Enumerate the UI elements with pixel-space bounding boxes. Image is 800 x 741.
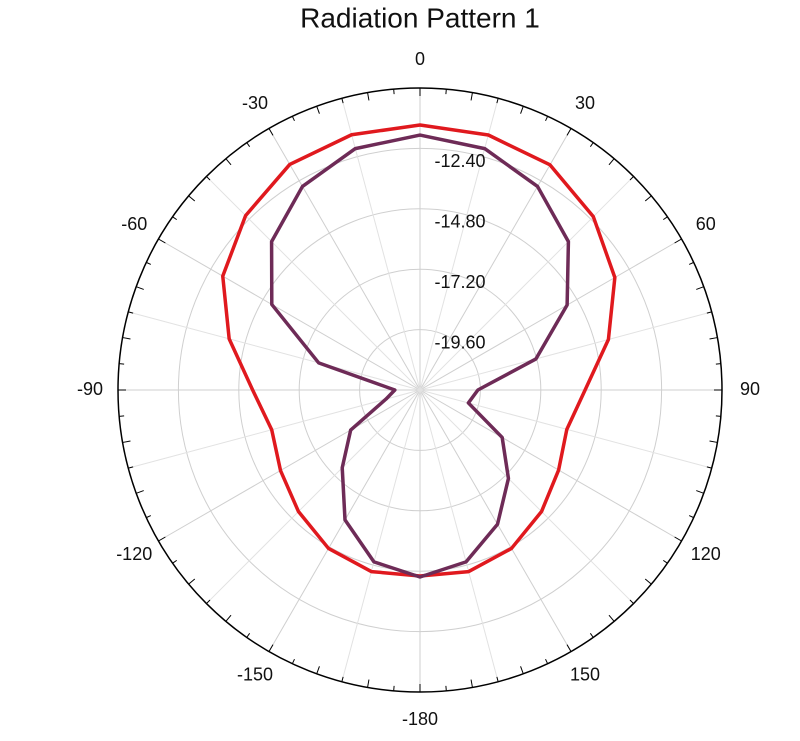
border-tick xyxy=(173,217,177,220)
border-tick xyxy=(689,516,694,518)
border-tick xyxy=(663,560,667,563)
border-tick xyxy=(567,128,571,135)
border-tick xyxy=(521,106,524,114)
pattern-line xyxy=(223,125,615,576)
border-tick xyxy=(689,262,694,264)
border-tick xyxy=(663,217,667,220)
border-tick xyxy=(645,196,651,201)
border-tick xyxy=(173,560,177,563)
border-tick xyxy=(317,106,320,114)
border-tick xyxy=(645,579,651,584)
border-tick xyxy=(123,441,131,442)
theta-tick-label: 0 xyxy=(415,49,425,69)
theta-tick-label: -30 xyxy=(242,93,268,113)
border-tick xyxy=(206,600,210,604)
r-tick-label: -12.40 xyxy=(434,151,485,171)
border-tick xyxy=(546,659,548,664)
border-tick xyxy=(189,579,195,584)
border-tick xyxy=(247,633,250,637)
minor-spoke xyxy=(128,312,420,390)
grid-spoke xyxy=(158,239,420,390)
minor-spoke xyxy=(342,390,420,682)
border-tick xyxy=(521,666,524,674)
theta-tick-label: 30 xyxy=(575,93,595,113)
border-tick xyxy=(707,312,712,313)
border-tick xyxy=(247,143,250,147)
border-tick xyxy=(609,159,614,165)
border-tick xyxy=(710,441,718,442)
border-tick xyxy=(158,239,165,243)
border-tick xyxy=(497,98,498,103)
grid-spoke xyxy=(420,390,682,541)
r-tick-label: -14.80 xyxy=(434,212,485,232)
border-tick xyxy=(590,633,593,637)
border-tick xyxy=(707,467,712,468)
border-tick xyxy=(609,615,614,621)
border-tick xyxy=(675,537,682,541)
border-tick xyxy=(696,491,704,494)
border-tick xyxy=(546,116,548,121)
border-tick xyxy=(710,338,718,339)
border-tick xyxy=(471,680,472,688)
border-tick xyxy=(675,239,682,243)
border-tick xyxy=(292,659,294,664)
border-tick xyxy=(206,176,210,180)
border-tick xyxy=(269,645,273,652)
border-tick xyxy=(590,143,593,147)
grid-spoke xyxy=(158,390,420,541)
border-tick xyxy=(146,516,151,518)
theta-tick-label: 120 xyxy=(691,544,721,564)
theta-tick-label: -60 xyxy=(121,214,147,234)
border-tick xyxy=(342,98,343,103)
minor-spoke xyxy=(128,390,420,468)
border-tick xyxy=(146,262,151,264)
border-tick xyxy=(630,176,634,180)
border-tick xyxy=(136,491,144,494)
border-tick xyxy=(567,645,571,652)
border-tick xyxy=(189,196,195,201)
border-tick xyxy=(269,128,273,135)
border-tick xyxy=(630,600,634,604)
r-tick-label: -19.60 xyxy=(434,332,485,352)
theta-tick-label: -120 xyxy=(116,544,152,564)
theta-tick-label: 150 xyxy=(570,665,600,685)
border-tick xyxy=(128,467,133,468)
grid-spoke xyxy=(420,239,682,390)
border-tick xyxy=(292,116,294,121)
border-tick xyxy=(368,680,369,688)
border-tick xyxy=(317,666,320,674)
border-tick xyxy=(471,93,472,101)
border-tick xyxy=(696,287,704,290)
border-tick xyxy=(158,537,165,541)
border-tick xyxy=(123,338,131,339)
theta-tick-label: 60 xyxy=(696,214,716,234)
theta-tick-label: -90 xyxy=(77,379,103,399)
border-tick xyxy=(136,287,144,290)
theta-tick-label: -150 xyxy=(237,665,273,685)
border-tick xyxy=(342,677,343,682)
theta-tick-label: 90 xyxy=(740,379,760,399)
border-tick xyxy=(368,93,369,101)
border-tick xyxy=(497,677,498,682)
border-tick xyxy=(128,312,133,313)
border-tick xyxy=(226,615,231,621)
grid-spoke xyxy=(269,128,420,390)
chart-title: Radiation Pattern 1 xyxy=(300,2,540,33)
r-tick-label: -17.20 xyxy=(434,272,485,292)
theta-tick-label: -180 xyxy=(402,709,438,729)
border-tick xyxy=(226,159,231,165)
